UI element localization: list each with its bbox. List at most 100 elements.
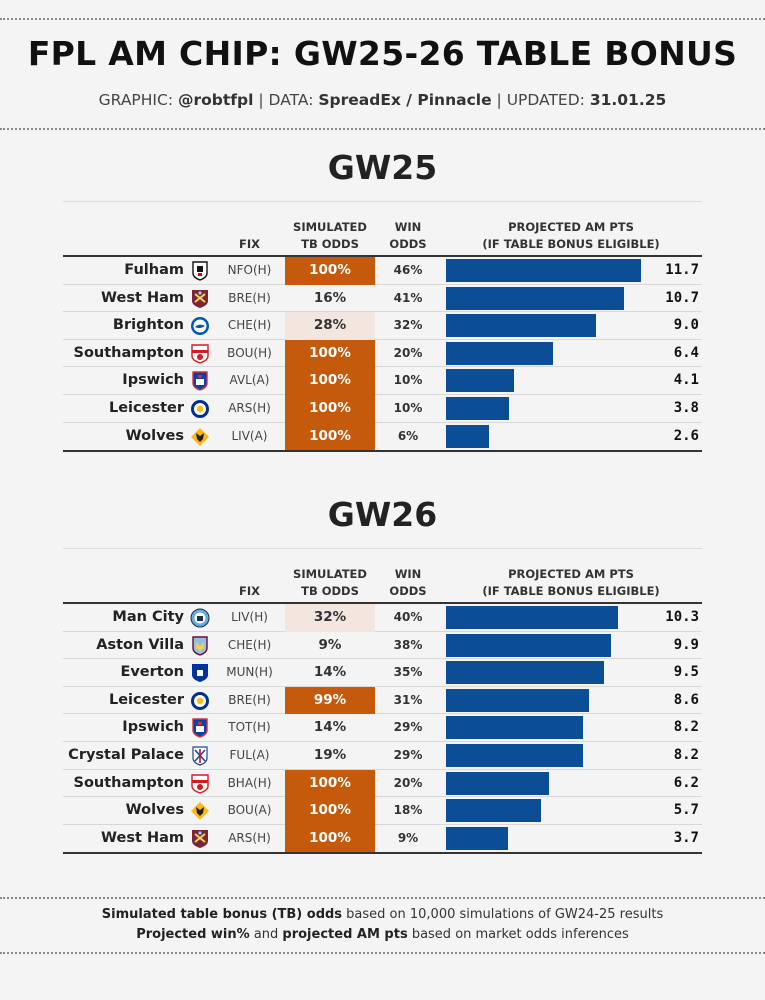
fixture: BRE(H) (228, 290, 271, 305)
header-divider (0, 128, 765, 130)
win-odds: 46% (393, 263, 423, 277)
pts-label: 2.6 (673, 427, 699, 444)
footer-notes: Simulated table bonus (TB) odds based on… (0, 905, 765, 945)
pts-bar (446, 606, 618, 629)
pts-label: 6.2 (673, 774, 699, 791)
header-tb-odds: SIMULATED TB ODDS (293, 567, 367, 598)
win-odds: 35% (393, 665, 423, 680)
west-ham-crest-icon (190, 829, 210, 849)
team-name: Southampton (73, 774, 184, 791)
tb-odds-cell: 100% (285, 339, 375, 368)
leicester-crest-icon (190, 399, 210, 419)
team-name: West Ham (101, 829, 184, 846)
gw25-section: GW25 FIX SIMULATED TB ODDS WIN ODDS PROJECTED … (63, 148, 702, 458)
fixture: ARS(H) (228, 830, 271, 845)
win-odds: 40% (393, 610, 423, 624)
section-title: GW26 (327, 495, 438, 534)
team-name: Ipswich (122, 719, 184, 736)
fixture: MUN(H) (226, 665, 273, 680)
table-row: West Ham BRE(H) 16% 41% 10.7 (63, 285, 702, 313)
section-rule (63, 201, 702, 202)
table-row: Brighton CHE(H) 28% 32% 9.0 (63, 312, 702, 340)
pts-bar (446, 771, 550, 795)
table-row: Ipswich TOT(H) 14% 29% 8.2 (63, 714, 702, 742)
tb-odds-cell: 99% (285, 686, 375, 715)
pts-bar (446, 716, 583, 740)
team-name: Leicester (108, 400, 184, 416)
pts-label: 9.9 (673, 636, 699, 653)
table-header-rule (63, 602, 702, 604)
man-city-crest-icon (190, 608, 210, 628)
crystal-palace-crest-icon (190, 746, 210, 766)
pts-label: 8.2 (673, 719, 699, 736)
table-row: Southampton BHA(H) 100% 20% 6.2 (63, 769, 702, 798)
fixture: ARS(H) (228, 401, 271, 415)
team-name: Man City (112, 609, 184, 625)
ipswich-crest-icon (190, 718, 210, 739)
tb-odds-cell: 100% (285, 367, 375, 395)
team-name: Wolves (125, 427, 184, 444)
section-title: GW25 (327, 148, 438, 187)
header-win-odds: WIN ODDS (389, 567, 427, 598)
pts-bar (446, 341, 553, 365)
tb-odds-cell: 100% (285, 769, 375, 798)
team-name: Southampton (73, 344, 184, 361)
header-tb-odds: SIMULATED TB ODDS (293, 220, 367, 251)
win-odds: 31% (393, 692, 423, 707)
wolves-crest-icon (190, 427, 210, 447)
team-name: Ipswich (122, 372, 184, 389)
pts-bar (446, 397, 510, 420)
tb-odds-cell: 14% (313, 719, 347, 736)
header-fix: FIX (238, 237, 260, 251)
pts-label: 10.3 (665, 609, 699, 625)
pts-bar (446, 688, 590, 712)
win-odds: 10% (393, 373, 423, 388)
fixture: NFO(H) (227, 263, 272, 277)
section-rule (63, 548, 702, 549)
table-row: West Ham ARS(H) 100% 9% 3.7 (63, 824, 702, 853)
southampton-crest-icon (190, 344, 210, 364)
table-header-rule (63, 255, 702, 257)
wolves-crest-icon (190, 801, 210, 821)
pts-bar (446, 369, 515, 393)
pts-label: 3.7 (673, 829, 699, 846)
table-row: Aston Villa CHE(H) 9% 38% 9.9 (63, 632, 702, 660)
win-odds: 10% (393, 401, 423, 415)
tb-odds-cell: 16% (313, 289, 347, 306)
pts-label: 10.7 (665, 289, 699, 306)
table-bottom-rule (63, 450, 702, 453)
win-odds: 41% (393, 290, 423, 305)
table-row: Crystal Palace FUL(A) 19% 29% 8.2 (63, 742, 702, 770)
tb-odds-cell: 100% (285, 797, 375, 825)
win-odds: 20% (393, 775, 423, 790)
tb-odds-cell: 9% (318, 636, 342, 653)
top-divider (0, 18, 765, 20)
page-subtitle: GRAPHIC: @robtfpl | DATA: SpreadEx / Pin… (98, 91, 667, 109)
pts-bar (446, 633, 611, 657)
footer-divider-top (0, 897, 765, 899)
team-name: West Ham (101, 289, 184, 306)
team-name: Wolves (125, 802, 184, 819)
pts-label: 9.0 (673, 317, 699, 334)
table-row: Leicester ARS(H) 100% 10% 3.8 (63, 395, 702, 423)
tb-odds-cell: 100% (285, 257, 375, 285)
fixture: AVL(A) (229, 373, 270, 388)
tb-odds-cell: 32% (285, 604, 375, 632)
tb-odds-cell: 14% (313, 664, 347, 681)
header-projected-pts: PROJECTED AM PTS (IF TABLE BONUS ELIGIBLE… (482, 220, 660, 251)
footer-divider-bottom (0, 952, 765, 954)
header-fix: FIX (238, 584, 260, 598)
footer-line-1: Simulated table bonus (TB) odds based on… (101, 907, 664, 922)
table-row: Southampton BOU(H) 100% 20% 6.4 (63, 339, 702, 368)
fixture: TOT(H) (228, 720, 271, 735)
fixture: CHE(H) (227, 318, 272, 333)
gw26-section: GW26 FIX SIMULATED TB ODDS WIN ODDS PROJECTED … (63, 495, 702, 855)
brighton-crest-icon (190, 316, 210, 336)
pts-label: 8.2 (673, 747, 699, 763)
pts-bar (446, 314, 596, 338)
tb-odds-cell: 100% (285, 395, 375, 423)
updated-value: 31.01.25 (589, 91, 667, 109)
fixture: LIV(H) (231, 610, 268, 624)
table-row: Wolves BOU(A) 100% 18% 5.7 (63, 797, 702, 825)
pts-label: 6.4 (673, 344, 699, 361)
